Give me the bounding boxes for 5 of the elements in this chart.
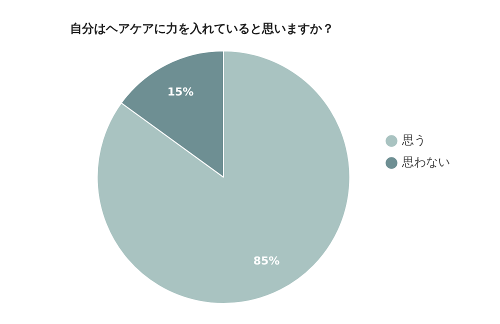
chart-title: 自分はヘアケアに力を入れていると思いますか？ [70,21,334,36]
data-label: 85% [253,254,280,268]
legend-label: 思う [401,133,426,148]
legend-label: 思わない [401,155,450,170]
data-label: 15% [167,86,194,99]
